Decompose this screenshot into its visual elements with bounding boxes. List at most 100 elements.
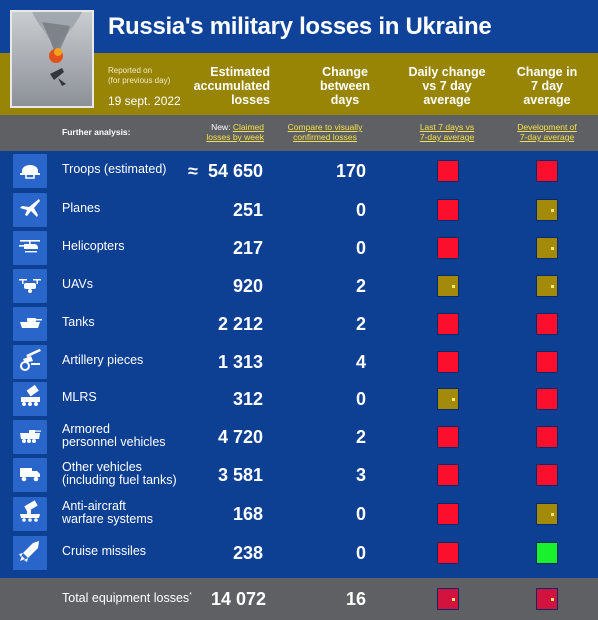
analysis-band	[0, 115, 598, 151]
row-value: 3 581	[217, 465, 263, 485]
mlrs-icon	[17, 384, 43, 415]
row-icon-box	[13, 382, 47, 416]
header-seven-day: Change in 7 day average	[502, 65, 592, 107]
row-change: 0	[355, 238, 366, 258]
row-change: 0	[355, 200, 366, 220]
row-icon-box	[13, 420, 47, 454]
helicopter-icon	[17, 233, 43, 264]
daily-indicator	[437, 388, 459, 410]
indicator-dot	[551, 598, 554, 601]
total-daily-indicator	[437, 588, 459, 610]
dev-line2[interactable]: 7-day average	[519, 132, 575, 142]
header-daily: Daily change vs 7 day average	[402, 65, 492, 107]
title-band	[0, 0, 598, 53]
row-label-line2: warfare systems	[62, 512, 153, 526]
daily-indicator	[437, 160, 459, 182]
row-label-line1: Other vehicles	[62, 460, 142, 474]
total-seven-day-indicator	[536, 588, 558, 610]
seven-day-indicator	[536, 542, 558, 564]
row-change: 2	[355, 276, 366, 296]
row-label: Armored personnel vehicles	[62, 423, 166, 449]
indicator-dot	[551, 247, 554, 250]
seven-day-indicator	[536, 275, 558, 297]
header-estimated: Estimated accumulated losses	[180, 65, 270, 107]
row-label: MLRS	[62, 391, 97, 404]
indicator-dot	[551, 513, 554, 516]
last7-line2[interactable]: 7-day average	[419, 132, 475, 142]
table-row: Artillery pieces 1 313 4	[0, 343, 598, 381]
row-value: 251	[232, 200, 263, 220]
row-value: 238	[232, 543, 263, 563]
table-row: Cruise missiles 238 0	[0, 534, 598, 572]
row-change: 170	[335, 161, 366, 181]
reported-note-text: (for previous day)	[108, 76, 171, 85]
table-row: Armored personnel vehicles 4 720 2	[0, 418, 598, 456]
row-icon-box	[13, 458, 47, 492]
row-label: Troops (estimated)	[62, 163, 166, 176]
compare-confirmed-link[interactable]: Compare to visually confirmed losses	[280, 122, 370, 142]
tank-icon	[17, 309, 43, 340]
row-label: Cruise missiles	[62, 545, 146, 558]
page-title: Russia's military losses in Ukraine	[108, 13, 492, 40]
row-label: Tanks	[62, 316, 95, 329]
seven-day-indicator	[536, 160, 558, 182]
indicator-dot	[452, 398, 455, 401]
row-label-line1: MLRS	[62, 390, 97, 404]
row-change: 0	[355, 389, 366, 409]
helmet-icon	[17, 156, 43, 187]
table-row: Helicopters 217 0	[0, 229, 598, 267]
last7-link[interactable]: Last 7 days vs 7-day average	[402, 122, 492, 142]
claimed-line2[interactable]: losses by week	[206, 132, 264, 142]
last7-line1[interactable]: Last 7 days vs	[419, 122, 475, 132]
seven-day-indicator	[536, 388, 558, 410]
row-label: Other vehicles (including fuel tanks)	[62, 461, 177, 487]
table-row: Troops (estimated) ≈54 650 170	[0, 152, 598, 190]
development-link[interactable]: Development of 7-day average	[502, 122, 592, 142]
reported-label: Reported on (for previous day)	[108, 66, 170, 86]
row-label: Helicopters	[62, 240, 125, 253]
row-label-line2: (including fuel tanks)	[62, 473, 177, 487]
seven-day-indicator	[536, 351, 558, 373]
header-change-text: Change between days	[319, 65, 370, 107]
row-value: 168	[232, 504, 263, 524]
header-photo	[10, 10, 94, 108]
claimed-line1[interactable]: Claimed	[232, 122, 264, 132]
row-label-line1: Armored	[62, 422, 110, 436]
anti-aircraft-icon	[17, 499, 43, 530]
total-band	[0, 578, 598, 620]
total-label-text: Total equipment losses	[62, 591, 190, 605]
table-row: Other vehicles (including fuel tanks) 3 58…	[0, 456, 598, 494]
row-value: 2 212	[217, 314, 263, 334]
indicator-dot	[452, 598, 455, 601]
daily-indicator	[437, 503, 459, 525]
row-change: 0	[355, 543, 366, 563]
daily-indicator	[437, 351, 459, 373]
row-change: 0	[355, 504, 366, 524]
compare-line1[interactable]: Compare to visually	[287, 122, 363, 132]
row-value: 54 650	[207, 161, 263, 181]
row-label-line1: Cruise missiles	[62, 544, 147, 558]
dev-line1[interactable]: Development of	[517, 122, 577, 132]
table-body	[0, 151, 598, 578]
row-icon-box	[13, 307, 47, 341]
row-change: 2	[355, 314, 366, 334]
row-value: 920	[232, 276, 263, 296]
seven-day-indicator	[536, 313, 558, 335]
row-value: 312	[232, 389, 263, 409]
row-icon-box	[13, 345, 47, 379]
row-icon-box	[13, 193, 47, 227]
header-band	[0, 53, 598, 115]
row-label-line1: Troops (estimated)	[62, 162, 167, 176]
header-estimated-text: Estimated accumulated losses	[193, 65, 270, 107]
indicator-dot	[551, 209, 554, 212]
daily-indicator	[437, 237, 459, 259]
total-marker: *	[189, 591, 192, 599]
further-analysis-label: Further analysis:	[62, 127, 131, 137]
seven-day-indicator	[536, 426, 558, 448]
compare-line2[interactable]: confirmed losses	[293, 132, 357, 142]
row-label-line1: UAVs	[62, 277, 94, 291]
indicator-dot	[551, 285, 554, 288]
daily-indicator	[437, 313, 459, 335]
claimed-losses-link[interactable]: New: Claimed losses by week	[186, 122, 264, 142]
row-icon-box	[13, 536, 47, 570]
